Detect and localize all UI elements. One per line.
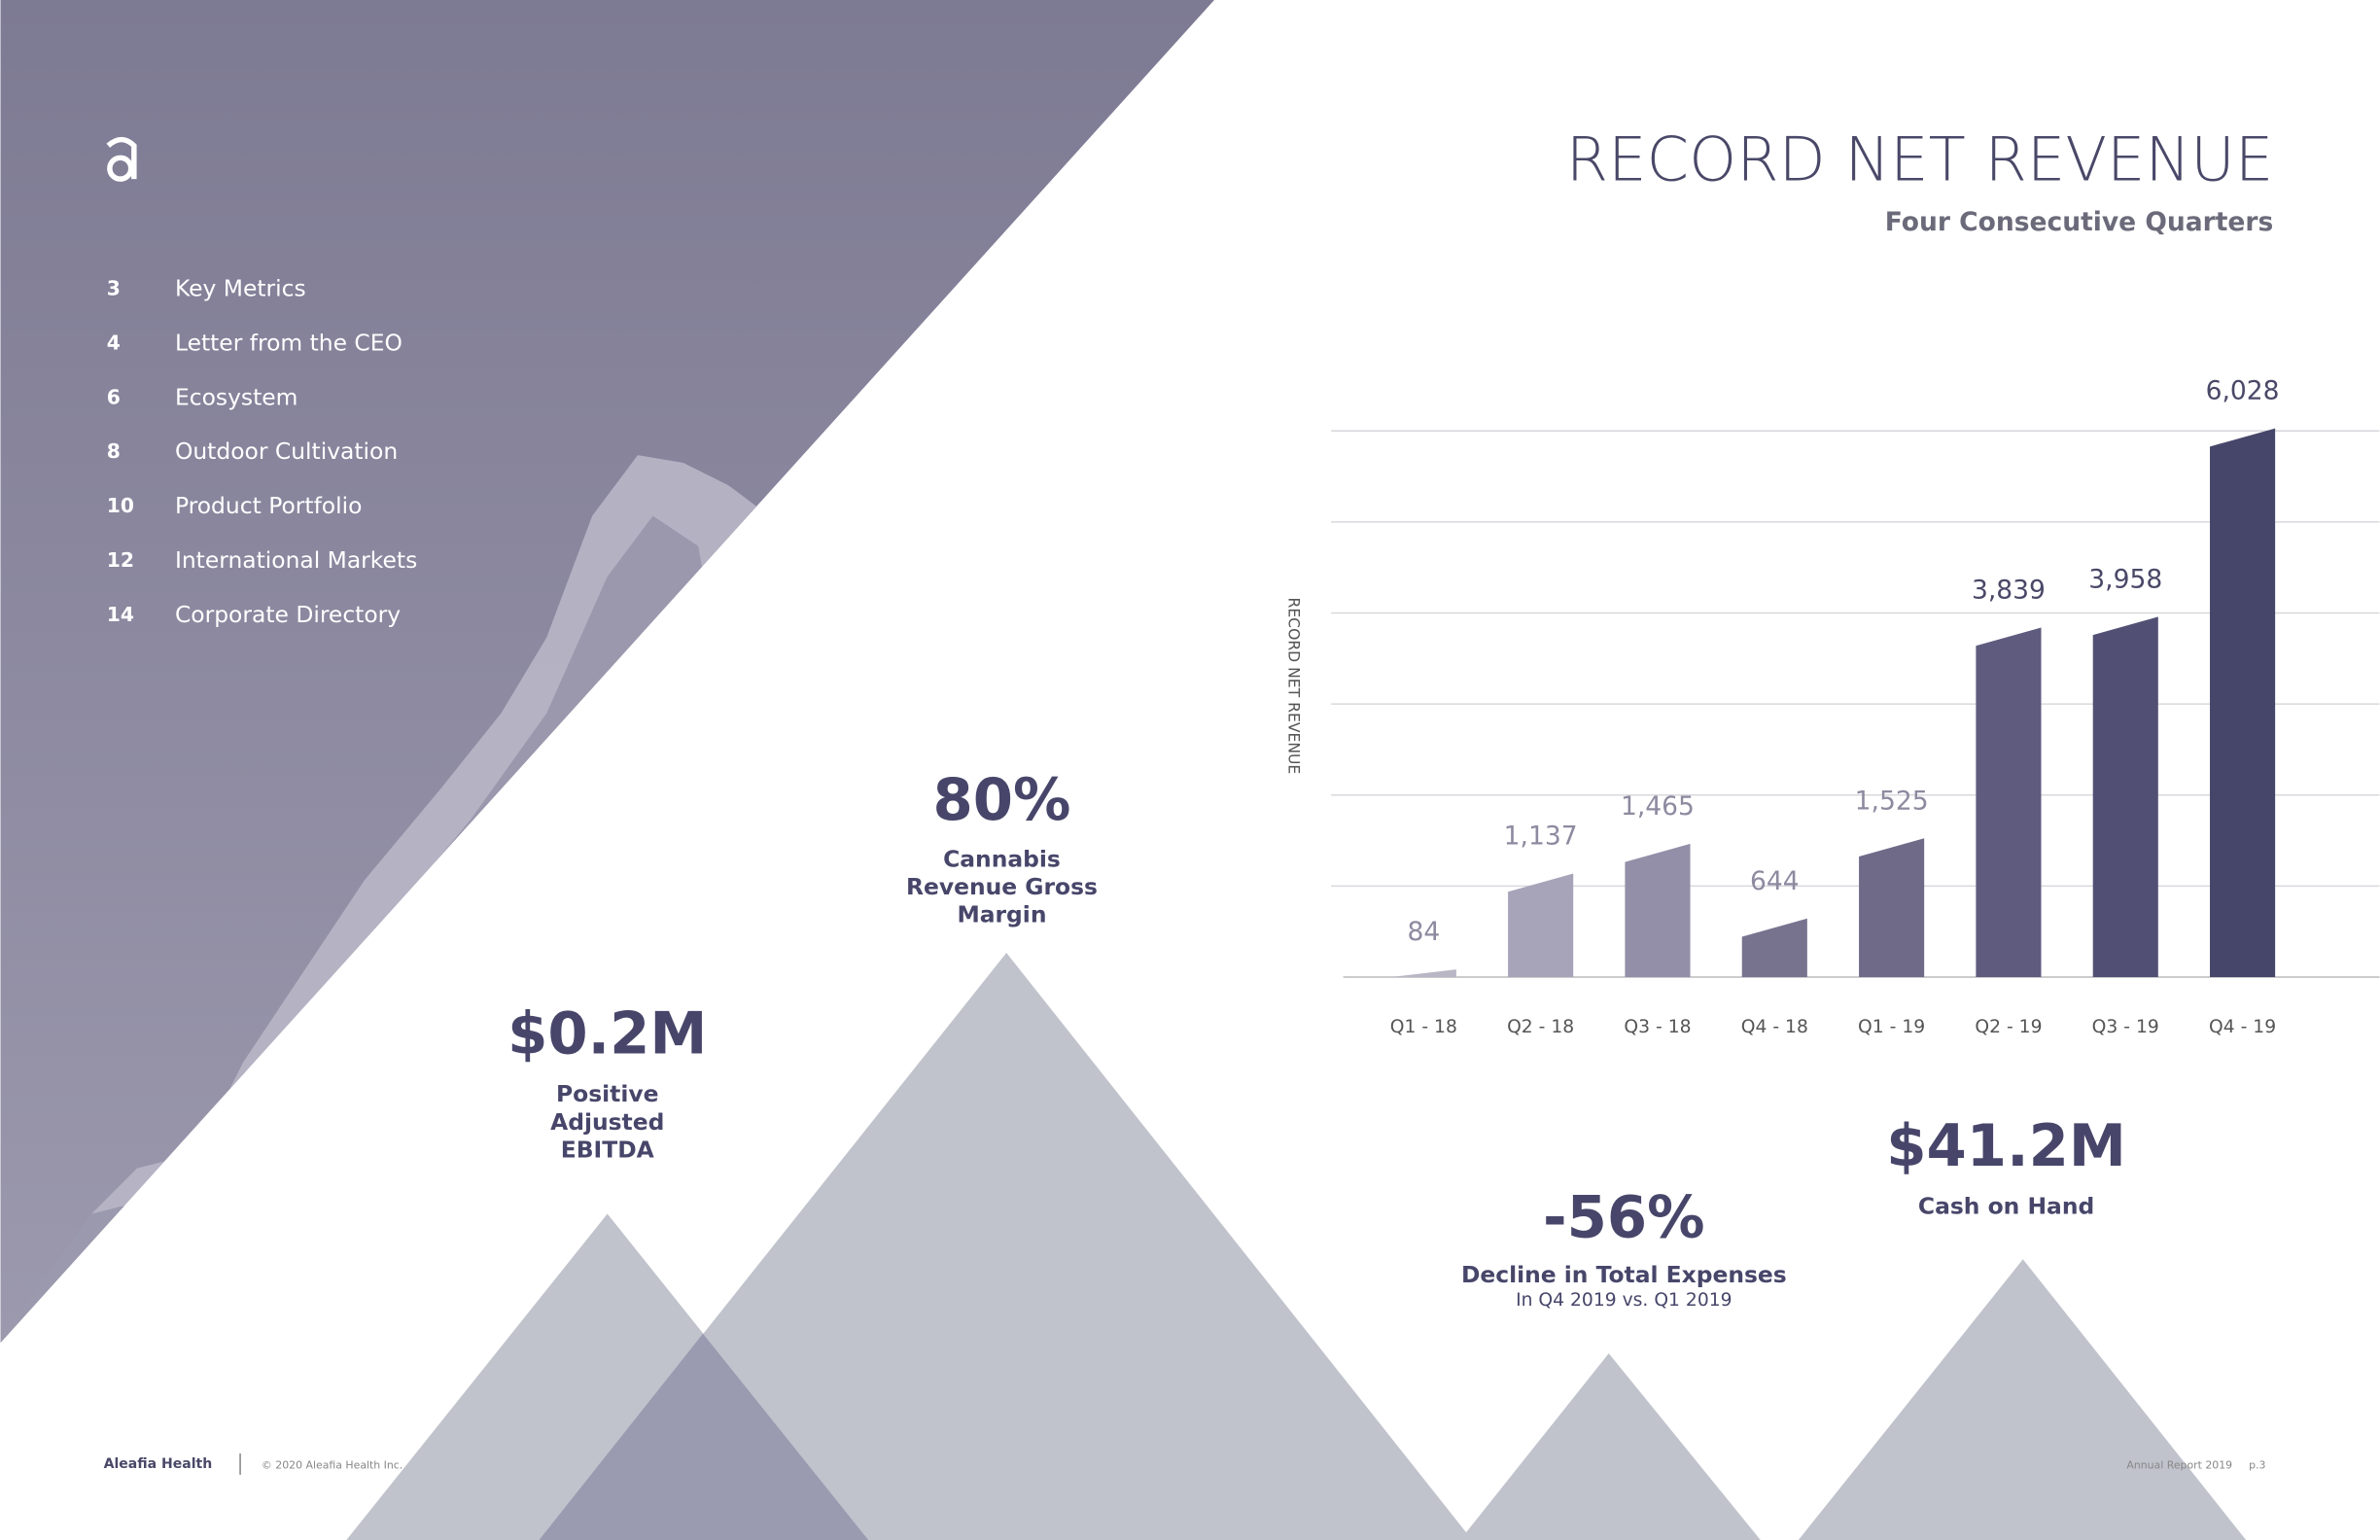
metric-label: Adjusted <box>550 1108 664 1136</box>
metric-label: Decline in Total Expenses <box>1461 1261 1787 1288</box>
footer-report: Annual Report 2019 <box>2126 1459 2232 1472</box>
toc-page: 3 <box>107 277 121 300</box>
toc-label: Key Metrics <box>175 275 306 302</box>
bar <box>2092 616 2158 978</box>
toc-label: Ecosystem <box>175 383 298 410</box>
value-label: 84 <box>1407 917 1440 947</box>
value-label: 3,958 <box>2088 564 2162 594</box>
bar <box>1741 918 1807 978</box>
metric-label: Cannabis <box>943 845 1061 872</box>
metric-label: Positive <box>556 1080 658 1107</box>
toc-page: 12 <box>107 548 134 572</box>
metric-label: Cash on Hand <box>1918 1193 2094 1220</box>
toc-page: 10 <box>107 494 134 517</box>
toc-label: Letter from the CEO <box>175 329 402 356</box>
x-tick-label: Q4 - 19 <box>2209 1017 2276 1037</box>
logo-mark <box>106 136 137 182</box>
x-tick-label: Q3 - 19 <box>2092 1017 2159 1037</box>
metric-value: $0.2M <box>508 1000 707 1068</box>
toc-page: 8 <box>107 439 121 463</box>
metric-note: In Q4 2019 vs. Q1 2019 <box>1516 1290 1732 1311</box>
value-label: 644 <box>1750 866 1800 896</box>
metric-label: Margin <box>957 900 1046 928</box>
toc-label: Outdoor Cultivation <box>175 438 398 465</box>
x-tick-label: Q2 - 19 <box>1975 1017 2042 1037</box>
bar <box>1859 838 1925 978</box>
metric-value: 80% <box>933 766 1071 833</box>
y-axis-label: RECORD NET REVENUE <box>1285 597 1303 774</box>
toc-page: 4 <box>107 331 121 354</box>
x-tick-label: Q4 - 18 <box>1741 1017 1808 1037</box>
toc-page: 14 <box>107 603 134 626</box>
x-tick-label: Q1 - 19 <box>1858 1017 1925 1037</box>
x-tick-label: Q2 - 18 <box>1507 1017 1574 1037</box>
metric-label: EBITDA <box>561 1136 654 1163</box>
bar <box>1390 969 1456 978</box>
toc-label: International Markets <box>175 546 417 574</box>
chart-subtitle: Four Consecutive Quarters <box>1885 207 2274 237</box>
footer-brand: Aleafia Health <box>104 1456 213 1472</box>
bar <box>1625 843 1691 978</box>
bar <box>2210 428 2276 978</box>
value-label: 1,465 <box>1621 791 1695 822</box>
mountains <box>346 953 2247 1540</box>
bar <box>1976 627 2042 978</box>
toc-page: 6 <box>107 385 121 408</box>
value-label: 3,839 <box>1972 576 2046 606</box>
footer-copyright: © 2020 Aleafia Health Inc. <box>262 1459 402 1472</box>
toc-label: Corporate Directory <box>175 601 401 628</box>
metric-label: Revenue Gross <box>906 873 1098 900</box>
x-tick-label: Q3 - 18 <box>1624 1017 1691 1037</box>
value-label: 1,137 <box>1504 822 1578 852</box>
metric-value: $41.2M <box>1886 1112 2126 1179</box>
x-tick-label: Q1 - 18 <box>1390 1017 1457 1037</box>
toc-label: Product Portfolio <box>175 492 362 519</box>
bar <box>1508 873 1574 978</box>
footer-page: p.3 <box>2249 1459 2265 1472</box>
value-label: 1,525 <box>1855 786 1929 816</box>
chart-title: RECORD NET REVENUE <box>1566 124 2274 195</box>
metric-value: -56% <box>1543 1183 1705 1250</box>
value-label: 6,028 <box>2206 376 2280 406</box>
